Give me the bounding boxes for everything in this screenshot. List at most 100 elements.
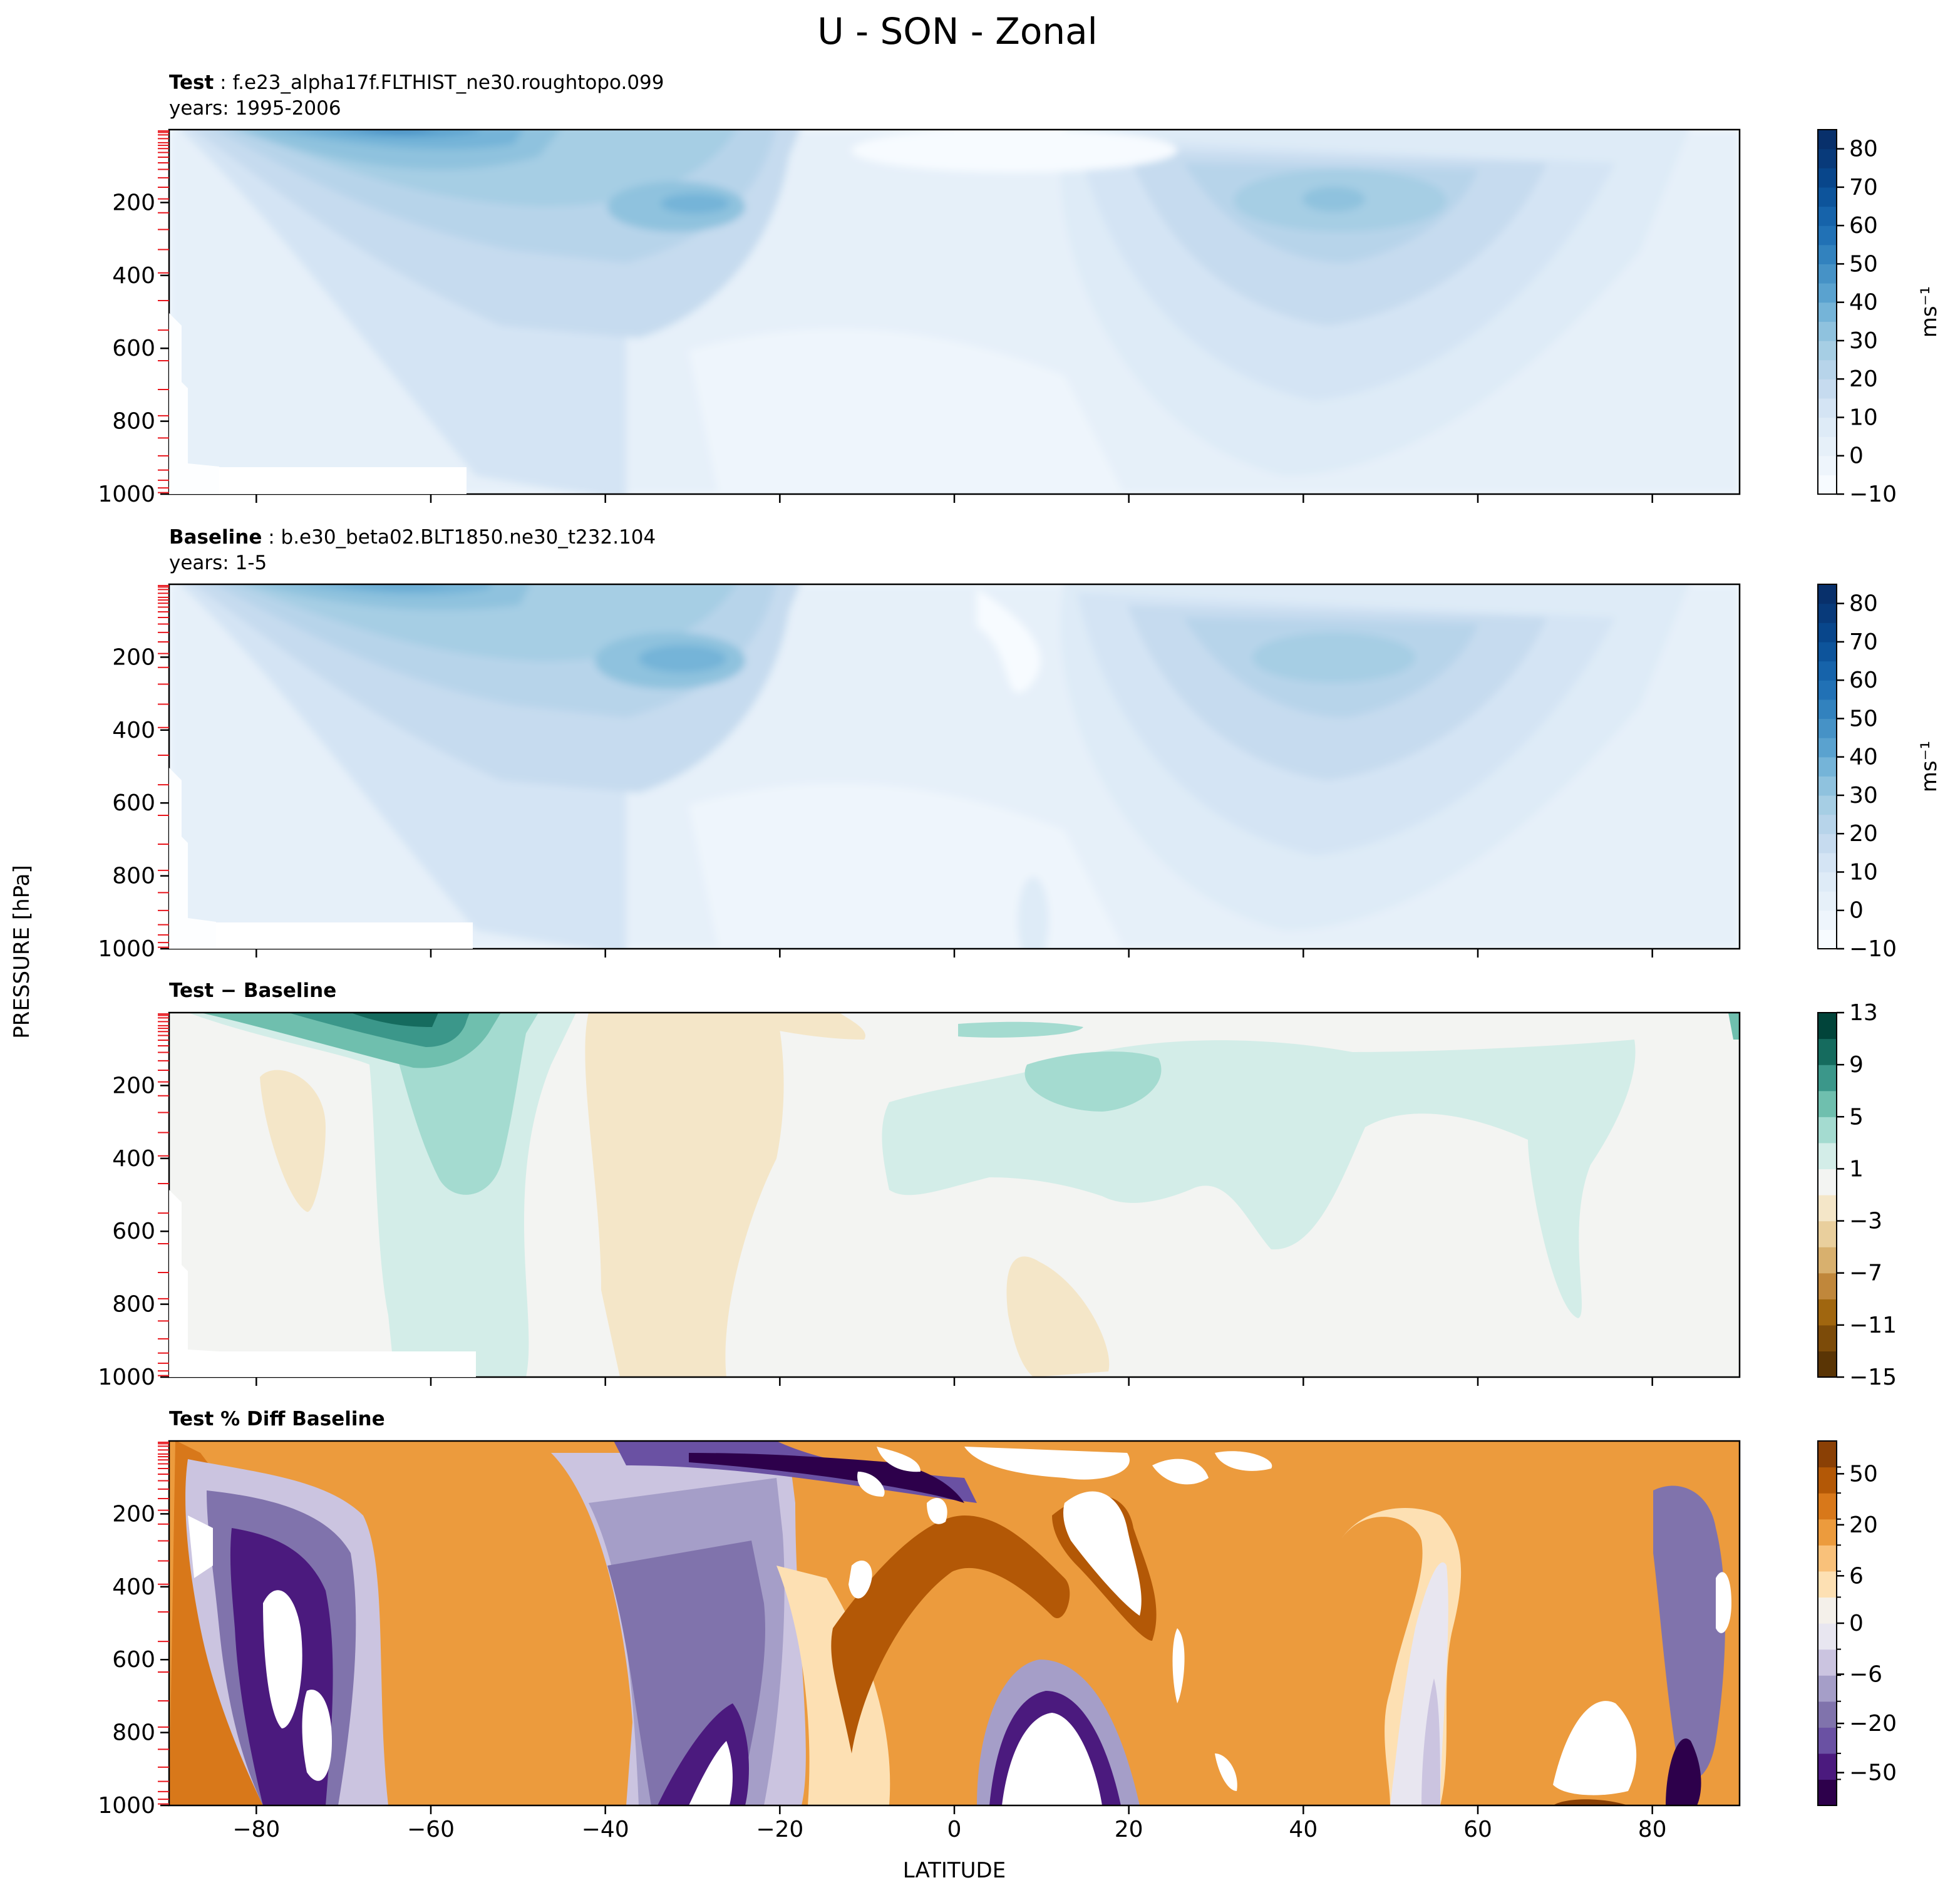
diff-colorbar-tick-label: 13 <box>1849 1000 1878 1026</box>
baseline-contour-sh-jet-40 <box>301 584 492 595</box>
pctdiff-plot-background <box>169 1441 1740 1805</box>
pctdiff-axes: 200 400 600 800 1000 −80 −60 −40 −20 0 20 40 60 80 <box>98 1442 1667 1842</box>
pctdiff-ytick-label: 600 <box>112 1647 155 1673</box>
diff-contour-nh-3 <box>1024 1051 1162 1112</box>
baseline-ytick-label: 200 <box>112 644 155 670</box>
test-colorbar-swatch <box>1818 168 1837 188</box>
pctdiff-mask-strat-eq <box>964 1447 1130 1480</box>
baseline-panel-title: Baseline : b.e30_beta02.BLT1850.ne30_t23… <box>169 526 656 549</box>
test-colorbar-swatch <box>1818 321 1837 341</box>
test-colorbar-tick-label: 0 <box>1849 443 1864 469</box>
baseline-colorbar-swatch <box>1818 661 1837 681</box>
test-colorbar-swatch <box>1818 340 1837 361</box>
diff-contour-strat-eq <box>958 1021 1083 1038</box>
diff-colorbar-swatch <box>1818 1169 1837 1195</box>
pctdiff-ytick-label: 400 <box>112 1574 155 1600</box>
diff-colorbar-tick-label: −7 <box>1849 1261 1882 1286</box>
pctdiff-mask-nh-polar-a <box>1553 1701 1637 1795</box>
test-colorbar-swatch <box>1818 455 1837 475</box>
pctdiff-colorbar-swatch <box>1818 1779 1837 1806</box>
test-colorbar-tick-label: 80 <box>1849 137 1878 162</box>
test-colorbar-swatch <box>1818 225 1837 245</box>
baseline-contour-panel: 200 400 600 800 1000 <box>98 583 1741 962</box>
pctdiff-colorbar-swatch <box>1818 1753 1837 1780</box>
pctdiff-contour-nh-neg <box>1421 1678 1440 1805</box>
test-contour-sh-40 <box>661 194 730 214</box>
pctdiff-mask-strat-a <box>877 1447 921 1472</box>
pctdiff-colorbar-swatch <box>1818 1519 1837 1546</box>
xtick-label: −60 <box>407 1817 455 1842</box>
pctdiff-mask-nh-strat-a <box>1152 1459 1209 1485</box>
baseline-contours <box>169 584 1740 949</box>
pctdiff-contour-nh-polar-dark <box>1666 1738 1701 1805</box>
pctdiff-mask-nh-sub-b <box>1172 1628 1185 1703</box>
diff-colorbar-tick-label: 9 <box>1849 1052 1864 1078</box>
diff-colorbar-tick-label: 1 <box>1849 1156 1864 1182</box>
pctdiff-mask-sh-mid <box>689 1741 733 1805</box>
test-colorbar-tick-label: 20 <box>1849 366 1878 392</box>
xtick-label: 60 <box>1463 1817 1492 1842</box>
baseline-colorbar-swatch <box>1818 641 1837 662</box>
test-ytick-label: 1000 <box>98 482 155 507</box>
test-colorbar-tick-label: 30 <box>1849 328 1878 354</box>
baseline-title-bold: Baseline <box>169 526 262 549</box>
baseline-ytick-label: 600 <box>112 790 155 816</box>
test-contour-eq-strat <box>852 130 1177 172</box>
xtick-label: 40 <box>1289 1817 1318 1842</box>
test-colorbar-swatch <box>1818 398 1837 418</box>
diff-contour-panel: 200 400 600 800 1000 <box>98 1011 1741 1390</box>
baseline-colorbar-swatch <box>1818 814 1837 834</box>
test-ytick-label: 200 <box>112 190 155 215</box>
diff-colorbar: 13 9 5 1 −3 −7 −11 −15 <box>1817 1000 1897 1390</box>
baseline-axes: 200 400 600 800 1000 <box>98 585 1653 962</box>
diff-colorbar-swatch <box>1818 1351 1837 1378</box>
pctdiff-colorbar-tick-label: 0 <box>1849 1611 1864 1636</box>
baseline-colorbar-swatch <box>1818 795 1837 815</box>
pctdiff-colorbar-tick-label: 6 <box>1849 1563 1864 1589</box>
baseline-colorbar-tick-label: −10 <box>1849 936 1897 962</box>
test-colorbar-swatch <box>1818 244 1837 265</box>
pctdiff-mask-nh-strat-b <box>1215 1451 1272 1471</box>
test-colorbar-swatch <box>1818 283 1837 303</box>
pctdiff-mask-sh-polar-c <box>188 1515 213 1578</box>
pctdiff-contour-panel: 200 400 600 800 1000 −80 −60 −40 −20 0 20 40 60 80 <box>98 1440 1741 1842</box>
diff-colorbar-frame <box>1817 1012 1837 1378</box>
diff-negative-strat <box>701 1013 865 1040</box>
baseline-colorbar-units: ms⁻¹ <box>1917 741 1942 792</box>
test-axes: 200 400 600 800 1000 <box>98 130 1653 507</box>
test-colorbar-tick-label: 40 <box>1849 290 1878 316</box>
pctdiff-mask-nh-polar-b <box>1716 1572 1731 1633</box>
diff-colorbar-tick-label: −3 <box>1849 1209 1882 1234</box>
test-colorbar-swatch <box>1818 130 1837 150</box>
baseline-colorbar-swatch <box>1818 718 1837 738</box>
xtick-label: 80 <box>1638 1817 1667 1842</box>
pctdiff-panel-title: Test % Diff Baseline <box>169 1408 385 1430</box>
diff-negative-eq-lowlevel <box>1006 1256 1110 1377</box>
diff-ytick-label: 600 <box>112 1219 155 1244</box>
diff-terrain-mask <box>169 1190 219 1377</box>
baseline-terrain-shading <box>169 768 216 949</box>
xtick-label: −20 <box>756 1817 803 1842</box>
figure-title: U - SON - Zonal <box>817 10 1098 53</box>
diff-colorbar-tick-label: −11 <box>1849 1313 1897 1338</box>
test-colorbar-swatch <box>1818 187 1837 207</box>
diff-colorbar-swatch <box>1818 1324 1837 1352</box>
pctdiff-ytick-label: 200 <box>112 1501 155 1527</box>
baseline-colorbar-frame <box>1817 584 1837 949</box>
pctdiff-colorbar-swatch <box>1818 1701 1837 1728</box>
pctdiff-colorbar-swatch <box>1818 1441 1837 1468</box>
baseline-colorbar-tick-label: 30 <box>1849 783 1878 808</box>
diff-axes: 200 400 600 800 1000 <box>98 1013 1653 1390</box>
pctdiff-colorbar-swatch <box>1818 1727 1837 1754</box>
diff-colorbar-swatch <box>1818 1195 1837 1222</box>
xtick-label: −80 <box>232 1817 280 1842</box>
baseline-colorbar-swatch <box>1818 929 1837 949</box>
diff-colorbar-swatch <box>1818 1065 1837 1092</box>
test-ytick-label: 400 <box>112 263 155 289</box>
pctdiff-ytick-label: 1000 <box>98 1793 155 1819</box>
baseline-antarctic-mask <box>216 922 473 949</box>
baseline-ytick-label: 400 <box>112 718 155 743</box>
test-contour-sh-jet-40 <box>272 130 524 150</box>
baseline-colorbar-swatch <box>1818 834 1837 854</box>
test-antarctic-mask <box>219 467 467 494</box>
